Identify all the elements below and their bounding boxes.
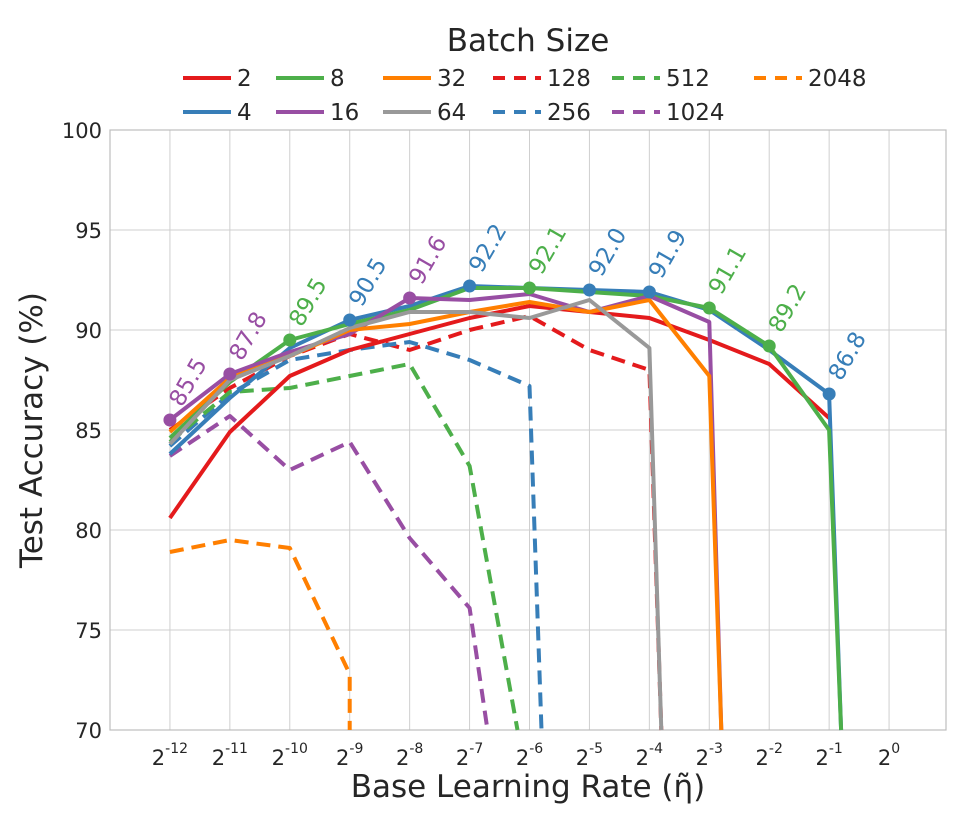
legend-item-32: 32 — [383, 66, 466, 92]
x-tick-labels: 2-12 2-11 2-10 2-9 2-8 2-7 2-6 2-5 2-4 2-3 2-2 2-1 2… — [152, 741, 900, 770]
legend-label: 64 — [437, 100, 466, 126]
x-tick-label: 2-3 — [696, 741, 723, 770]
y-tick-label: 95 — [75, 219, 102, 243]
best-point-label: 91.9 — [644, 226, 692, 283]
series-line-64 — [168, 298, 664, 731]
series-line-512-dashed — [168, 362, 520, 731]
legend-label: 8 — [330, 66, 345, 92]
best-point-label: 92.0 — [584, 224, 632, 281]
legend-label: 256 — [547, 100, 591, 126]
legend-item-1024: 1024 — [612, 100, 725, 126]
best-point-marker — [582, 283, 596, 297]
best-point-marker — [343, 313, 357, 327]
legend-title: Batch Size — [447, 23, 610, 59]
best-point-marker — [522, 281, 536, 295]
legend-item-4: 4 — [183, 100, 252, 126]
best-point-label: 90.5 — [344, 254, 392, 311]
grid — [110, 129, 946, 731]
legend-item-2: 2 — [183, 66, 252, 92]
x-tick-label: 2-8 — [396, 741, 423, 770]
legend-label: 16 — [330, 100, 359, 126]
x-tick-label: 2-9 — [336, 741, 363, 770]
best-point-marker — [463, 279, 477, 293]
best-point-label: 91.6 — [404, 232, 452, 289]
series-line-1024-dashed — [168, 414, 490, 731]
y-tick-label: 90 — [75, 319, 102, 343]
y-tick-label: 75 — [75, 619, 102, 643]
plot-frame — [109, 129, 947, 731]
legend: 2 4 8 16 32 64 128 256 512 1024 2048 — [183, 66, 867, 126]
x-tick-label: 2-7 — [456, 741, 483, 770]
x-tick-label: 2-6 — [516, 741, 543, 770]
best-point-marker — [822, 387, 836, 401]
y-tick-label: 85 — [75, 419, 102, 443]
y-tick-label: 80 — [75, 519, 102, 543]
best-point-marker — [762, 339, 776, 353]
best-point-label: 92.2 — [464, 220, 512, 277]
legend-item-128: 128 — [493, 66, 591, 92]
x-tick-label: 2-1 — [815, 741, 842, 770]
y-axis-title: Test Accuracy (%) — [14, 292, 50, 569]
best-point-marker — [403, 291, 417, 305]
legend-label: 2 — [237, 66, 252, 92]
series-line-128-dashed — [168, 314, 664, 731]
best-point-marker — [702, 301, 716, 315]
best-point-label: 91.1 — [704, 242, 752, 299]
y-tick-label: 70 — [75, 719, 102, 743]
legend-item-256: 256 — [493, 100, 591, 126]
y-tick-labels: 100 95 90 85 80 75 70 — [62, 119, 102, 743]
legend-label: 1024 — [666, 100, 725, 126]
legend-label: 32 — [437, 66, 466, 92]
x-tick-label: 2-11 — [212, 741, 248, 770]
series-line-16 — [168, 292, 724, 731]
legend-item-8: 8 — [276, 66, 345, 92]
legend-label: 2048 — [808, 66, 867, 92]
x-tick-label: 2-4 — [636, 741, 663, 770]
legend-item-2048: 2048 — [754, 66, 867, 92]
x-axis-title: Base Learning Rate (η̃) — [351, 769, 706, 805]
x-tick-label: 2-5 — [576, 741, 603, 770]
series-layer — [168, 284, 844, 731]
best-point-label: 89.2 — [764, 280, 812, 337]
y-tick-label: 100 — [62, 119, 102, 143]
best-point-marker — [223, 367, 237, 381]
legend-label: 512 — [666, 66, 710, 92]
legend-item-16: 16 — [276, 100, 359, 126]
legend-item-512: 512 — [612, 66, 710, 92]
best-point-marker — [163, 413, 177, 427]
best-point-label: 89.5 — [284, 274, 332, 331]
x-tick-label: 20 — [878, 741, 900, 770]
best-point-marker — [283, 333, 297, 347]
legend-label: 4 — [237, 100, 252, 126]
marker-layer — [163, 279, 836, 427]
best-point-marker — [642, 285, 656, 299]
legend-label: 128 — [547, 66, 591, 92]
best-point-label: 86.8 — [824, 328, 872, 385]
series-line-2 — [168, 304, 831, 520]
x-tick-label: 2-10 — [272, 741, 308, 770]
legend-item-64: 64 — [383, 100, 466, 126]
x-tick-label: 2-2 — [756, 741, 783, 770]
x-tick-label: 2-12 — [152, 741, 188, 770]
series-line-2048-dashed — [169, 538, 352, 730]
